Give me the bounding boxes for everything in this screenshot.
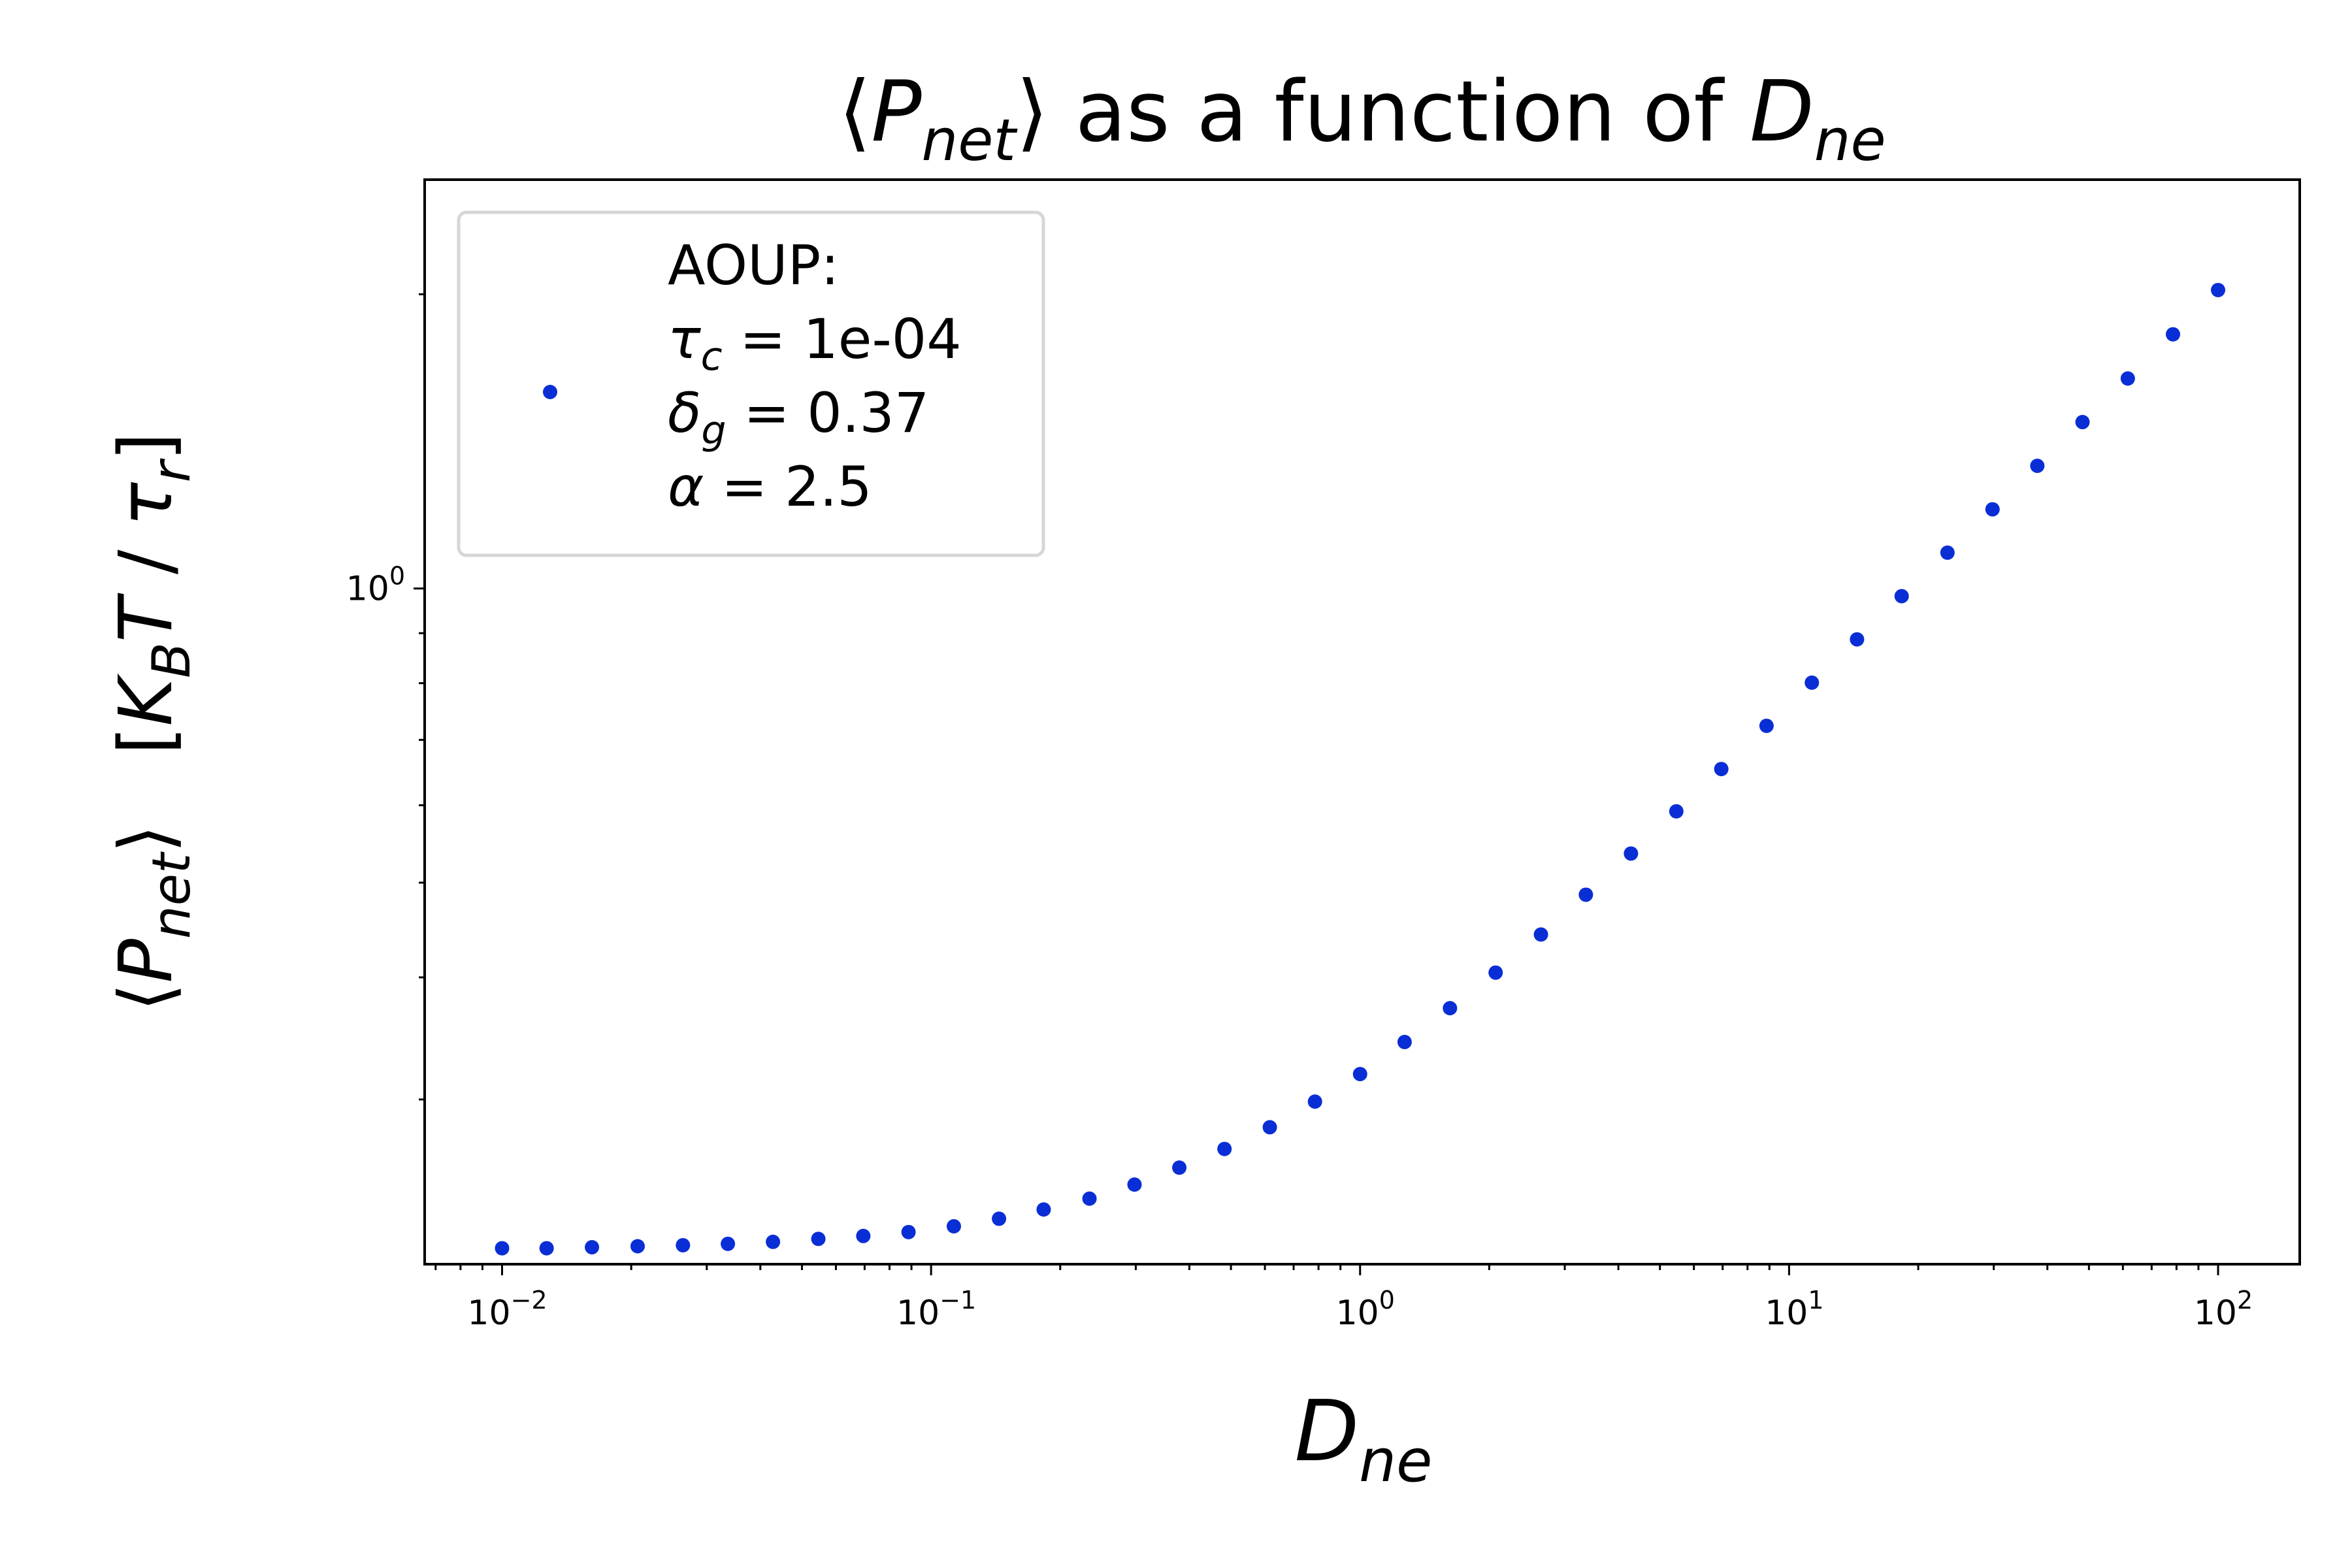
data-point: [1533, 927, 1548, 942]
legend: AOUP: τc = 1e-04 δg = 0.37 α = 2.5: [457, 210, 1045, 557]
data-point: [1217, 1141, 1232, 1156]
data-point: [1172, 1160, 1187, 1175]
x-tick-label: 102: [2194, 1286, 2253, 1333]
x-axis-label: Dne: [1295, 1383, 1433, 1495]
legend-line-3: α = 2.5: [668, 455, 872, 519]
data-point: [1397, 1034, 1412, 1049]
data-point: [1624, 846, 1639, 861]
data-point: [992, 1211, 1007, 1226]
y-tick-label: 100: [346, 562, 405, 609]
data-point: [2165, 327, 2180, 342]
data-point: [946, 1219, 961, 1234]
x-tick-label: 100: [1336, 1286, 1395, 1333]
data-point: [766, 1234, 781, 1249]
axis-ticks: 10−2 10−1 100 101 102 100: [346, 293, 2253, 1333]
data-point: [1985, 502, 2000, 517]
data-point: [630, 1239, 645, 1254]
data-points: [495, 282, 2226, 1256]
data-point: [856, 1228, 871, 1243]
data-point: [1307, 1094, 1322, 1109]
data-point: [2120, 371, 2135, 386]
data-point: [1940, 545, 1955, 560]
data-point: [901, 1224, 916, 1239]
data-point: [1759, 718, 1774, 733]
legend-box: [457, 210, 1045, 557]
data-point: [1082, 1191, 1097, 1206]
data-point: [676, 1237, 691, 1252]
data-point: [495, 1241, 510, 1256]
y-axis-label: ⟨Pnet⟩ [KBT / τr]: [104, 433, 202, 1012]
legend-line-0: AOUP:: [668, 233, 840, 297]
data-point: [1443, 1001, 1458, 1016]
data-point: [1714, 762, 1729, 777]
data-point: [585, 1240, 600, 1255]
data-point: [1578, 887, 1593, 902]
data-point: [721, 1236, 736, 1251]
data-point: [1036, 1202, 1051, 1217]
data-point: [1894, 589, 1909, 604]
legend-line-1: τc = 1e-04: [668, 307, 962, 380]
data-point: [1850, 632, 1865, 647]
data-point: [1352, 1066, 1367, 1081]
data-point: [811, 1232, 826, 1247]
data-point: [1488, 965, 1503, 980]
data-point: [1669, 804, 1684, 819]
data-point: [2211, 282, 2226, 297]
x-tick-label: 10−1: [896, 1286, 976, 1333]
data-point: [2030, 459, 2045, 474]
data-point: [1127, 1177, 1142, 1192]
x-tick-label: 10−2: [467, 1286, 547, 1333]
plot-area-frame: [423, 178, 2301, 1266]
data-point: [1805, 675, 1820, 690]
legend-marker: [543, 385, 557, 399]
legend-line-2: δg = 0.37: [668, 381, 929, 453]
data-point: [2075, 415, 2090, 430]
chart-title: ⟨Pnet⟩ as a function of Dne: [838, 63, 1886, 174]
data-point: [539, 1241, 554, 1256]
data-point: [1262, 1120, 1277, 1135]
x-tick-label: 101: [1765, 1286, 1823, 1333]
